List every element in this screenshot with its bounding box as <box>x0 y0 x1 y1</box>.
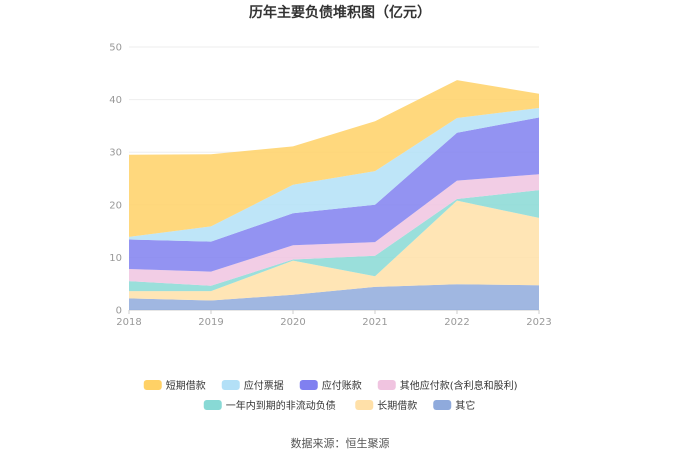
area-series-3[interactable] <box>129 174 539 286</box>
legend-label: 短期借款 <box>166 379 206 392</box>
area-series-5[interactable] <box>129 108 539 242</box>
stacked-areas <box>129 80 539 310</box>
legend-label: 其它 <box>455 399 475 412</box>
legend-item[interactable]: 应付票据 <box>221 379 284 392</box>
legend-item[interactable]: 应付账款 <box>299 379 362 392</box>
area-series-4[interactable] <box>129 117 539 272</box>
x-tick-label: 2022 <box>444 317 469 328</box>
legend-swatch <box>433 400 452 410</box>
legend-item[interactable]: 一年内到期的非流动负债 <box>203 399 336 412</box>
x-axis: 2018 2019 2020 2021 2022 2023 <box>116 310 552 328</box>
legend-label: 其他应付款(含利息和股利) <box>400 379 518 392</box>
y-tick-label: 50 <box>109 43 122 54</box>
x-tick-label: 2023 <box>526 317 551 328</box>
y-tick-label: 10 <box>109 253 122 264</box>
y-tick-label: 30 <box>109 148 122 159</box>
legend[interactable]: 短期借款 应付票据 应付账款 其他应付款(含利息和股利) 一年内到期的非流动负债 长期借款… <box>143 379 518 412</box>
area-series-0[interactable] <box>129 284 539 310</box>
x-tick-label: 2021 <box>362 317 387 328</box>
legend-item[interactable]: 其它 <box>433 399 475 412</box>
area-series-2[interactable] <box>129 190 539 292</box>
area-series-1[interactable] <box>129 200 539 301</box>
x-tick-label: 2020 <box>280 317 305 328</box>
legend-item[interactable]: 短期借款 <box>143 379 206 392</box>
legend-swatch <box>377 380 396 390</box>
legend-label: 一年内到期的非流动负债 <box>226 399 336 412</box>
legend-label: 应付票据 <box>244 379 284 392</box>
area-series-6[interactable] <box>129 80 539 237</box>
legend-swatch <box>143 380 162 390</box>
x-tick-label: 2018 <box>116 317 141 328</box>
y-tick-label: 0 <box>116 306 122 317</box>
legend-label: 应付账款 <box>322 379 362 392</box>
legend-swatch <box>221 380 240 390</box>
legend-item[interactable]: 长期借款 <box>355 399 417 412</box>
y-tick-label: 20 <box>109 200 122 211</box>
legend-swatch <box>355 400 374 410</box>
data-source: 数据来源：恒生聚源 <box>291 436 390 450</box>
legend-swatch <box>299 380 318 390</box>
legend-item[interactable]: 其他应付款(含利息和股利) <box>377 379 518 392</box>
y-axis: 0 10 20 30 40 50 <box>109 43 122 317</box>
x-tick-label: 2019 <box>198 317 223 328</box>
y-tick-label: 40 <box>109 95 122 106</box>
legend-swatch <box>203 400 222 410</box>
chart-title: 历年主要负债堆积图（亿元） <box>249 4 431 21</box>
legend-label: 长期借款 <box>377 399 417 412</box>
